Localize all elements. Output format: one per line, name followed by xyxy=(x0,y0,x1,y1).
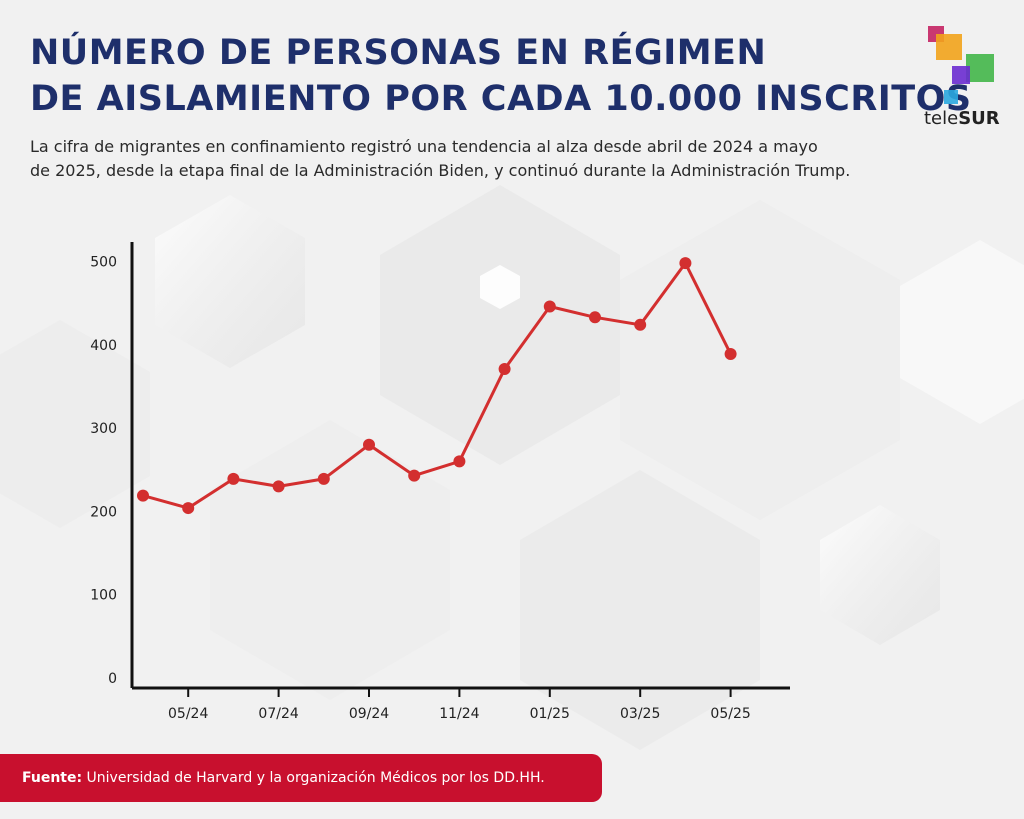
series-line xyxy=(142,261,732,510)
data-point xyxy=(182,502,195,515)
subtitle-line-2: de 2025, desde la etapa final de la Admi… xyxy=(30,161,851,180)
data-point xyxy=(634,318,647,331)
x-tick-label: 03/25 xyxy=(620,706,660,722)
title-line-1: NÚMERO DE PERSONAS EN RÉGIMEN xyxy=(30,33,767,73)
data-point xyxy=(543,300,556,313)
data-point xyxy=(498,362,511,375)
telesur-brand-text: teleSUR xyxy=(924,108,1000,129)
x-tick-label: 07/24 xyxy=(258,706,298,722)
data-point xyxy=(363,438,375,451)
y-tick-label: 400 xyxy=(90,338,117,354)
y-axis-ticks: 0 100 200 300 400 500 xyxy=(90,255,117,688)
x-axis-ticks: 05/24 07/24 09/24 11/24 01/25 03/25 05/25 xyxy=(168,688,751,722)
x-tick-label: 05/24 xyxy=(168,706,208,722)
y-tick-label: 300 xyxy=(90,421,117,437)
data-point xyxy=(408,469,421,482)
x-tick-label: 11/24 xyxy=(439,706,479,722)
data-point xyxy=(137,489,149,502)
telesur-logo-icon xyxy=(928,26,994,104)
y-tick-label: 200 xyxy=(90,504,117,520)
brand-suffix: SUR xyxy=(958,108,1000,129)
data-point xyxy=(589,311,601,324)
x-tick-label: 05/25 xyxy=(710,706,750,722)
y-tick-label: 100 xyxy=(90,588,117,604)
data-point xyxy=(317,472,330,485)
brand-prefix: tele xyxy=(924,108,959,129)
data-point xyxy=(272,480,285,493)
data-point xyxy=(679,257,692,270)
y-tick-label: 0 xyxy=(108,671,117,687)
chart-title: NÚMERO DE PERSONAS EN RÉGIMEN DE AISLAMI… xyxy=(30,30,972,122)
data-point xyxy=(724,347,737,360)
x-tick-label: 01/25 xyxy=(530,706,570,722)
y-tick-label: 500 xyxy=(90,255,117,271)
source-banner: Fuente: Universidad de Harvard y la orga… xyxy=(0,754,602,802)
source-text: Universidad de Harvard y la organización… xyxy=(86,770,545,786)
source-label: Fuente: xyxy=(22,770,83,786)
x-tick-label: 09/24 xyxy=(349,706,389,722)
chart-subtitle: La cifra de migrantes en confinamiento r… xyxy=(30,135,910,183)
data-point xyxy=(227,472,240,485)
title-line-2: DE AISLAMIENTO POR CADA 10.000 INSCRITOS xyxy=(30,79,972,119)
data-point xyxy=(453,455,466,468)
subtitle-line-1: La cifra de migrantes en confinamiento r… xyxy=(30,137,818,156)
